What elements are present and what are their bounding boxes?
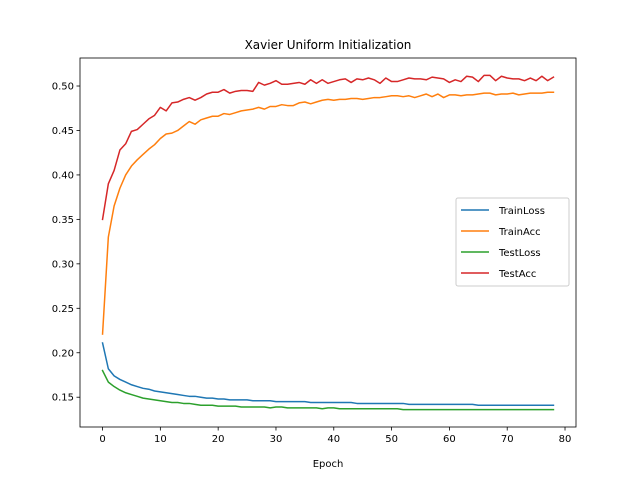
y-tick-label: 0.30 bbox=[52, 259, 74, 270]
x-tick-label: 50 bbox=[385, 434, 398, 445]
y-tick-label: 0.15 bbox=[52, 393, 74, 404]
x-tick-label: 0 bbox=[99, 434, 105, 445]
chart-title: Xavier Uniform Initialization bbox=[245, 38, 412, 52]
series-line-trainacc bbox=[101, 91, 555, 335]
legend-box bbox=[455, 197, 570, 287]
legend-label: TrainAcc bbox=[498, 227, 541, 238]
x-tick-label: 30 bbox=[270, 434, 283, 445]
y-tick-label: 0.35 bbox=[52, 215, 74, 226]
legend-label: TestAcc bbox=[498, 269, 536, 280]
legend: TrainLoss TrainAcc TestLoss TestAcc bbox=[455, 197, 570, 287]
axes-frame bbox=[79, 57, 577, 428]
x-tick-label: 40 bbox=[327, 434, 340, 445]
x-axis-label: Epoch bbox=[313, 459, 344, 470]
x-tick-label: 10 bbox=[154, 434, 167, 445]
series-line-trainloss bbox=[101, 342, 555, 406]
x-tick-label: 70 bbox=[501, 434, 514, 445]
y-tick-label: 0.25 bbox=[52, 304, 74, 315]
y-tick-label: 0.50 bbox=[52, 82, 74, 93]
y-tick-label: 0.20 bbox=[52, 348, 74, 359]
x-axis: 0 10 20 30 40 50 60 70 80 bbox=[99, 427, 571, 445]
legend-label: TrainLoss bbox=[498, 206, 545, 217]
x-tick-label: 20 bbox=[212, 434, 225, 445]
series-line-testacc bbox=[101, 74, 555, 221]
y-axis: 0.15 0.20 0.25 0.30 0.35 0.40 0.45 0.50 bbox=[52, 82, 80, 404]
x-tick-label: 80 bbox=[559, 434, 572, 445]
x-tick-label: 60 bbox=[443, 434, 456, 445]
y-tick-label: 0.40 bbox=[52, 170, 74, 181]
legend-label: TestLoss bbox=[498, 248, 541, 259]
y-tick-label: 0.45 bbox=[52, 126, 74, 137]
series-line-testloss bbox=[101, 369, 555, 411]
plot-area bbox=[101, 74, 555, 411]
